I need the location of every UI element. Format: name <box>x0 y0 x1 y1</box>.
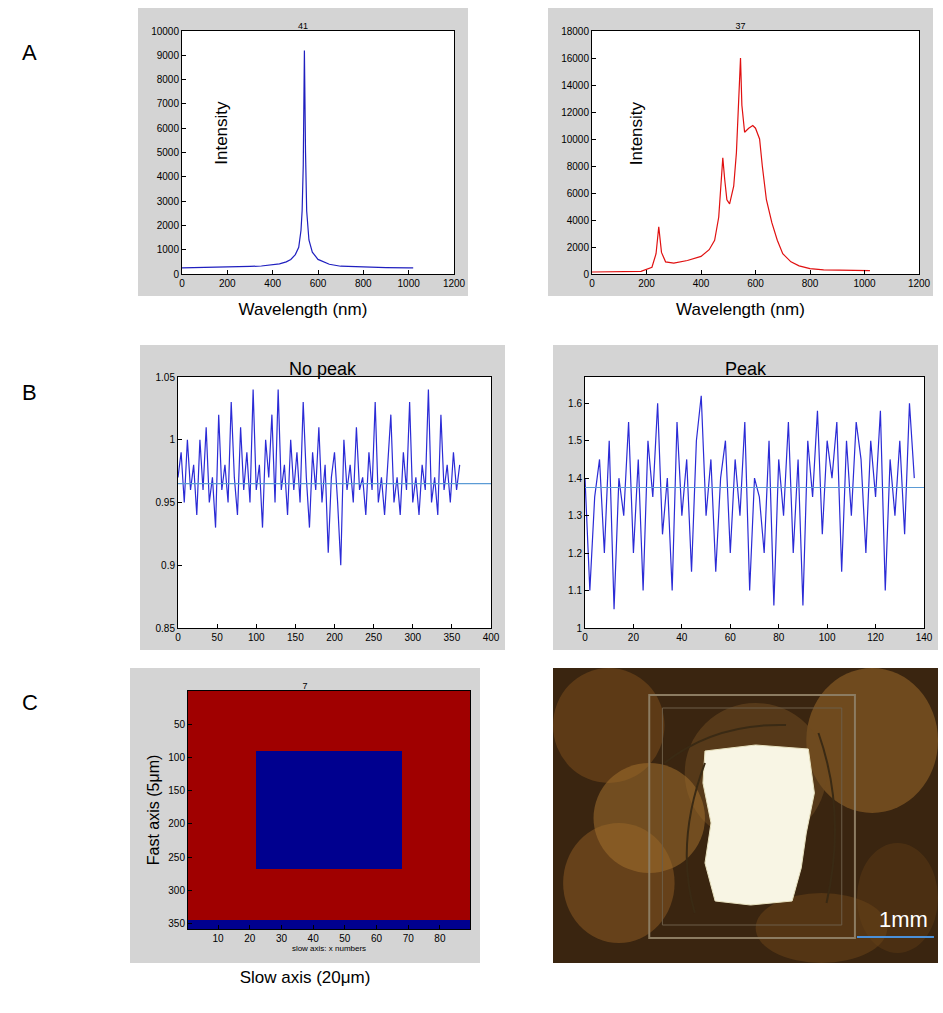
svg-text:1.05: 1.05 <box>156 372 176 383</box>
svg-text:800: 800 <box>802 278 819 289</box>
svg-text:200: 200 <box>638 278 655 289</box>
svg-text:2000: 2000 <box>157 220 180 231</box>
svg-text:Intensity: Intensity <box>212 101 231 165</box>
svg-text:1.1: 1.1 <box>568 585 582 596</box>
svg-text:1.4: 1.4 <box>568 473 582 484</box>
svg-text:600: 600 <box>310 278 327 289</box>
svg-text:37: 37 <box>735 21 745 31</box>
svg-text:1000: 1000 <box>157 244 180 255</box>
html-text:Wavelength (nm): Wavelength (nm) <box>238 300 368 319</box>
svg-text:1.6: 1.6 <box>568 398 582 409</box>
svg-text:800: 800 <box>355 278 372 289</box>
svg-text:Fast axis (5μm): Fast axis (5μm) <box>145 755 162 866</box>
svg-text:50: 50 <box>339 933 351 944</box>
svg-text:120: 120 <box>867 632 884 643</box>
svg-text:0: 0 <box>583 269 589 280</box>
svg-text:1.3: 1.3 <box>568 510 582 521</box>
html-text:Wavelength (nm): Wavelength (nm) <box>676 300 805 319</box>
svg-text:7: 7 <box>302 681 307 691</box>
svg-text:100: 100 <box>819 632 836 643</box>
svg-text:30: 30 <box>276 933 288 944</box>
svg-text:0.95: 0.95 <box>156 497 176 508</box>
svg-text:slow axis: x numbers: slow axis: x numbers <box>292 944 366 953</box>
html-text:B: B <box>22 380 37 405</box>
svg-text:0: 0 <box>175 632 181 643</box>
svg-text:1: 1 <box>169 434 175 445</box>
svg-text:60: 60 <box>371 933 383 944</box>
svg-text:1.2: 1.2 <box>568 548 582 559</box>
svg-text:20: 20 <box>244 933 256 944</box>
svg-text:350: 350 <box>168 918 185 929</box>
svg-text:40: 40 <box>676 632 688 643</box>
svg-text:1000: 1000 <box>398 278 421 289</box>
svg-text:60: 60 <box>725 632 737 643</box>
svg-text:4000: 4000 <box>567 215 590 226</box>
svg-text:10000: 10000 <box>561 134 589 145</box>
svg-text:250: 250 <box>365 632 382 643</box>
svg-text:Peak: Peak <box>725 359 767 379</box>
svg-text:1200: 1200 <box>908 278 931 289</box>
svg-text:41: 41 <box>298 21 308 31</box>
svg-text:12000: 12000 <box>561 107 589 118</box>
svg-text:80: 80 <box>773 632 785 643</box>
svg-text:2000: 2000 <box>567 242 590 253</box>
svg-text:14000: 14000 <box>561 80 589 91</box>
svg-text:150: 150 <box>287 632 304 643</box>
svg-text:400: 400 <box>264 278 281 289</box>
svg-text:0.85: 0.85 <box>156 623 176 634</box>
svg-text:8000: 8000 <box>567 161 590 172</box>
svg-text:18000: 18000 <box>561 26 589 37</box>
svg-text:0: 0 <box>589 278 595 289</box>
svg-text:0.9: 0.9 <box>161 560 175 571</box>
svg-text:300: 300 <box>404 632 421 643</box>
svg-text:250: 250 <box>168 852 185 863</box>
svg-text:20: 20 <box>628 632 640 643</box>
svg-text:9000: 9000 <box>157 50 180 61</box>
svg-text:300: 300 <box>168 885 185 896</box>
svg-text:Intensity: Intensity <box>627 101 646 165</box>
svg-text:10000: 10000 <box>151 26 179 37</box>
svg-text:7000: 7000 <box>157 98 180 109</box>
svg-text:70: 70 <box>403 933 415 944</box>
svg-text:50: 50 <box>174 719 186 730</box>
svg-text:80: 80 <box>434 933 446 944</box>
svg-text:600: 600 <box>747 278 764 289</box>
svg-text:No peak: No peak <box>289 359 357 379</box>
svg-text:10: 10 <box>213 933 225 944</box>
svg-text:200: 200 <box>219 278 236 289</box>
svg-text:1000: 1000 <box>853 278 876 289</box>
svg-text:40: 40 <box>308 933 320 944</box>
svg-text:4000: 4000 <box>157 171 180 182</box>
svg-text:6000: 6000 <box>567 188 590 199</box>
svg-text:100: 100 <box>168 752 185 763</box>
svg-text:6000: 6000 <box>157 123 180 134</box>
html-text:C: C <box>22 690 38 715</box>
svg-text:0: 0 <box>179 278 185 289</box>
svg-text:1200: 1200 <box>443 278 466 289</box>
svg-text:150: 150 <box>168 785 185 796</box>
svg-text:100: 100 <box>248 632 265 643</box>
svg-text:1mm: 1mm <box>879 907 928 932</box>
svg-text:1: 1 <box>576 623 582 634</box>
svg-text:5000: 5000 <box>157 147 180 158</box>
svg-text:350: 350 <box>444 632 461 643</box>
html-text:Slow axis (20μm): Slow axis (20μm) <box>239 968 371 987</box>
svg-text:140: 140 <box>916 632 933 643</box>
svg-text:200: 200 <box>326 632 343 643</box>
html-text:A: A <box>22 40 37 65</box>
svg-text:0: 0 <box>582 632 588 643</box>
svg-text:0: 0 <box>173 269 179 280</box>
svg-text:16000: 16000 <box>561 53 589 64</box>
svg-text:400: 400 <box>483 632 500 643</box>
svg-text:1.5: 1.5 <box>568 435 582 446</box>
svg-text:50: 50 <box>212 632 224 643</box>
svg-text:200: 200 <box>168 818 185 829</box>
svg-text:8000: 8000 <box>157 74 180 85</box>
svg-text:3000: 3000 <box>157 196 180 207</box>
svg-text:400: 400 <box>693 278 710 289</box>
